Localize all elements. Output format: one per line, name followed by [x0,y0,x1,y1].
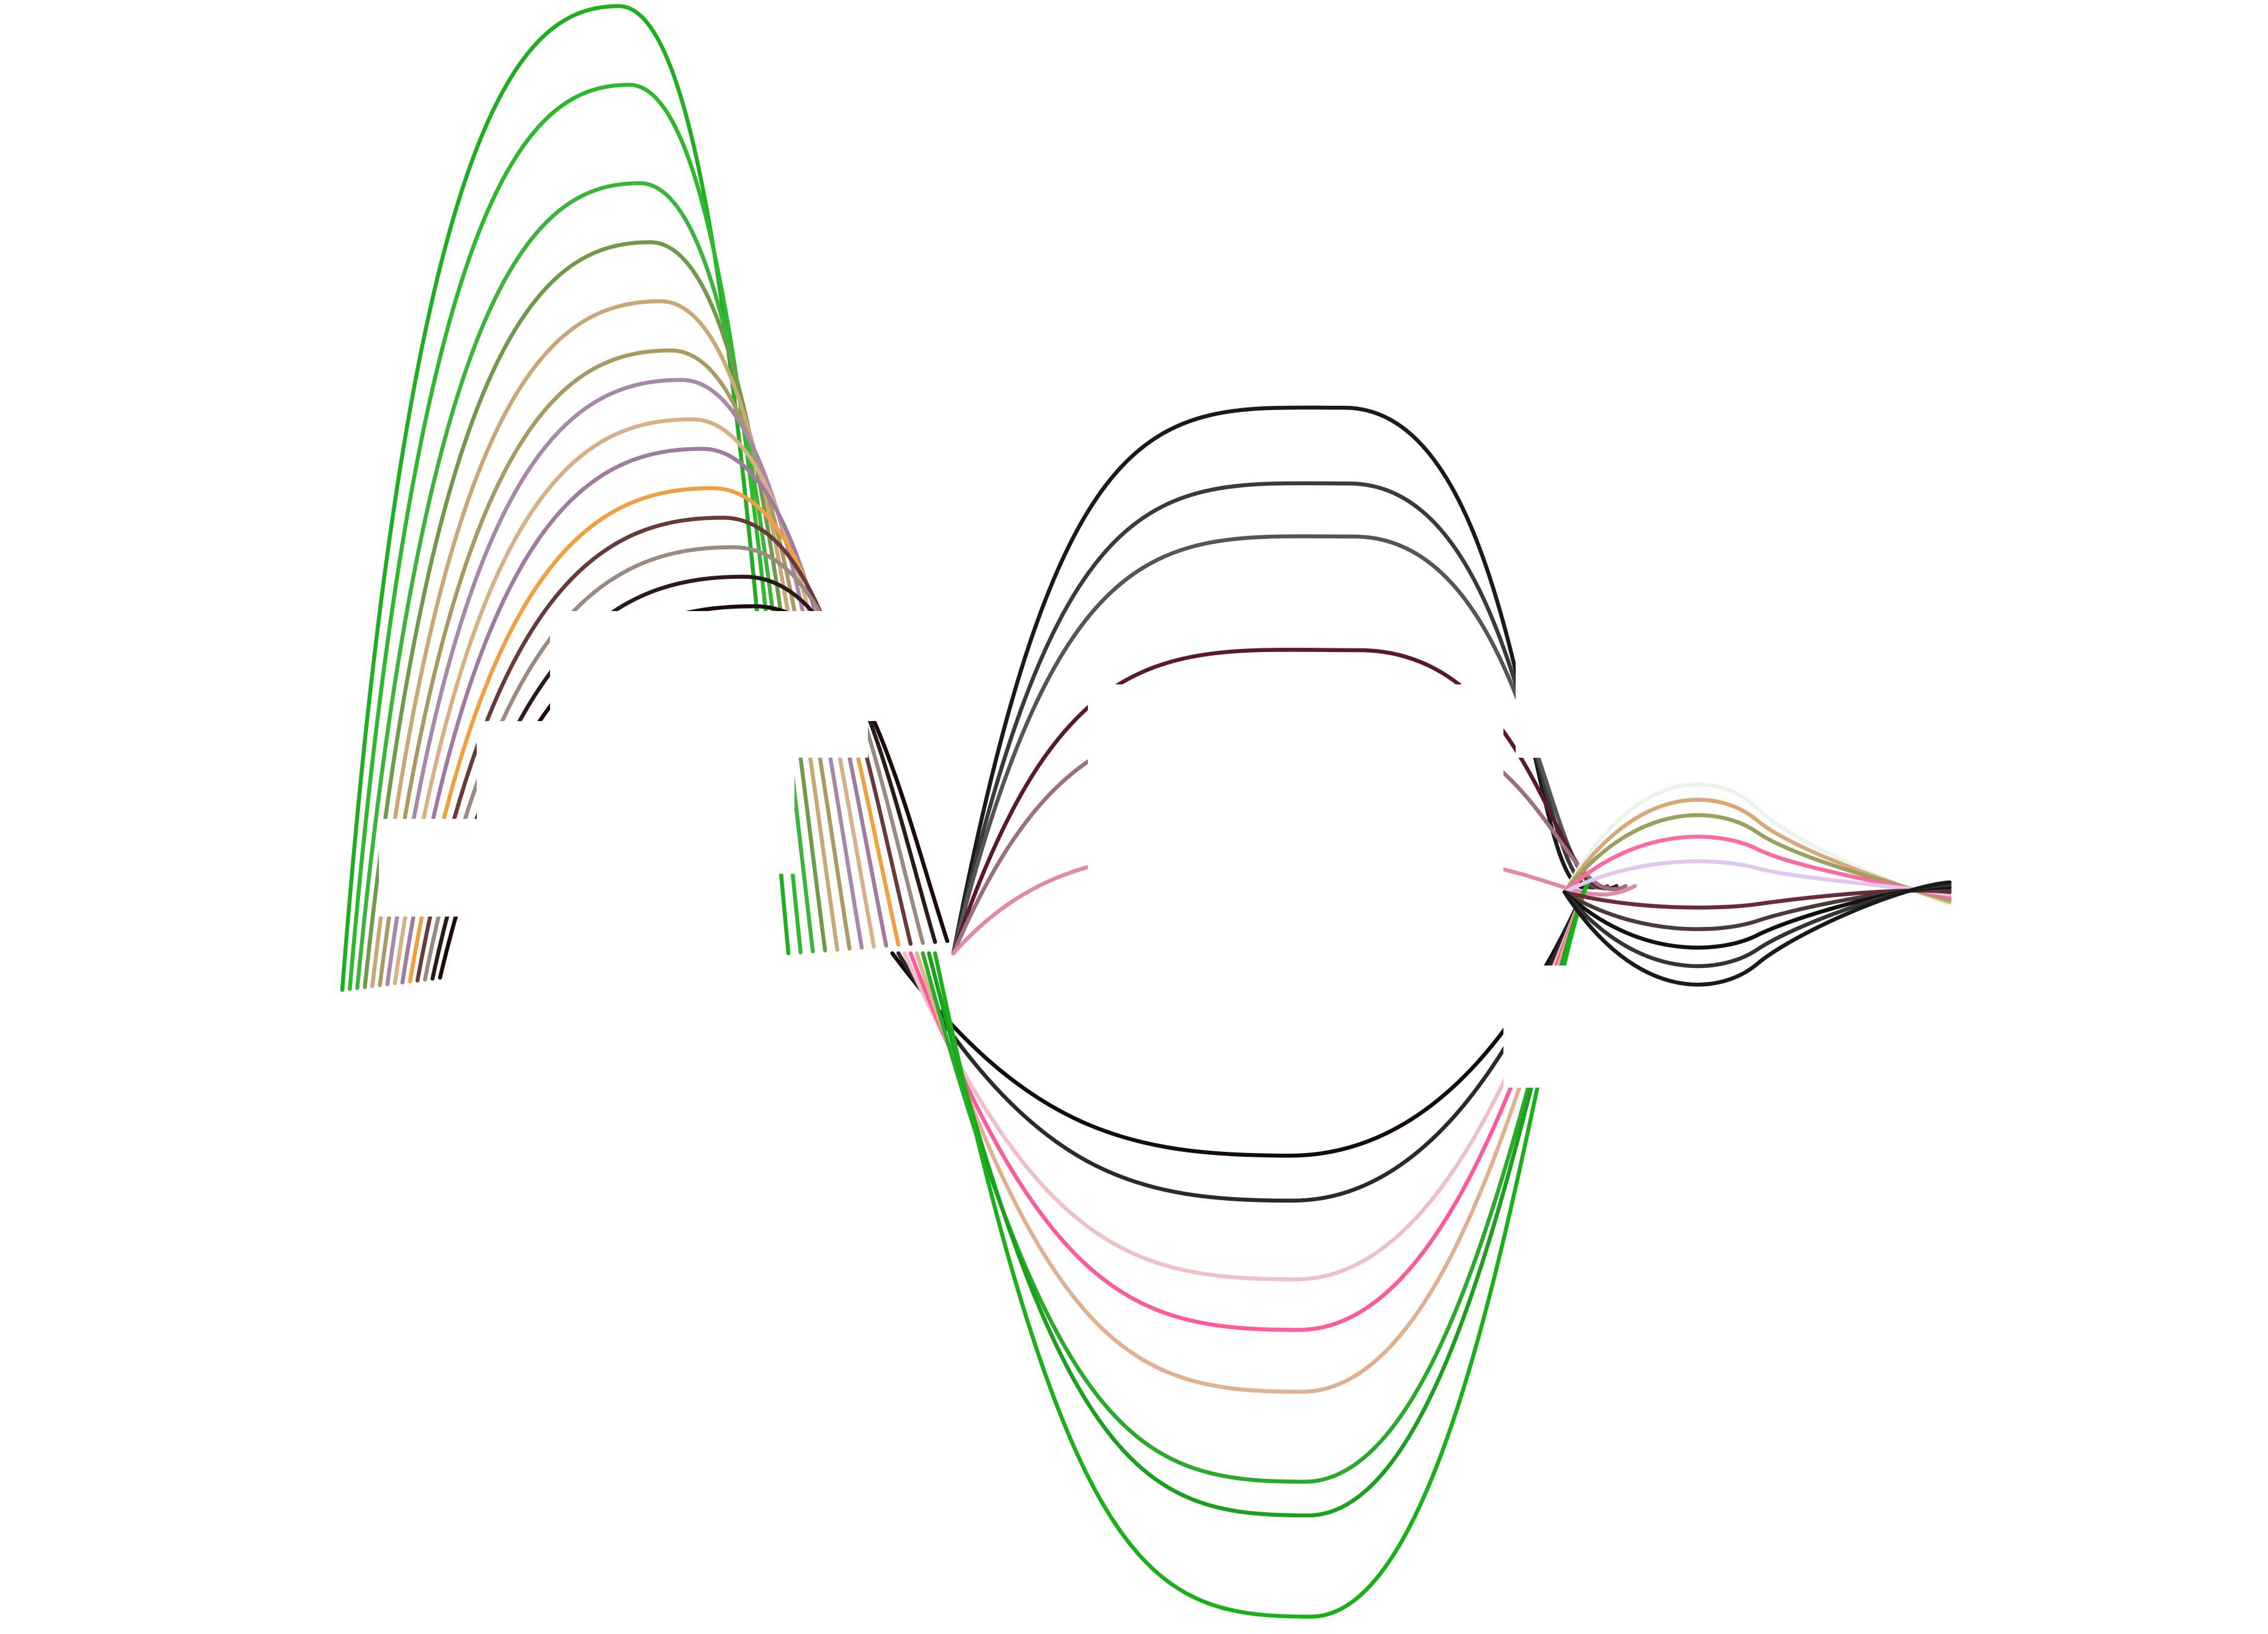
label-occlusion-group [379,611,1601,1088]
label-occlusion [1503,965,1601,1088]
middle-lower-series-line [890,877,1591,1158]
label-occlusion [795,648,868,758]
middle-lower-series-line [933,877,1591,1619]
left-series-line [340,4,791,992]
middle-upper-series-line [951,481,1601,956]
left-series-line [348,82,803,991]
middle-upper-series-line [951,534,1610,956]
right-series-line [1562,835,1952,899]
right-series-line [1562,880,1952,987]
left-series-line [355,181,815,991]
label-occlusion [379,819,611,917]
middle-upper-series-line [951,648,1619,956]
label-occlusion [1088,684,1503,880]
middle-upper-series-line [951,405,1591,956]
right-series-line [1562,859,1952,897]
label-occlusion [1516,660,1589,758]
right-wave-series-group [1562,782,1952,987]
label-occlusion [868,636,917,721]
left-arc-series-group [340,4,950,992]
left-series-line [423,545,925,982]
